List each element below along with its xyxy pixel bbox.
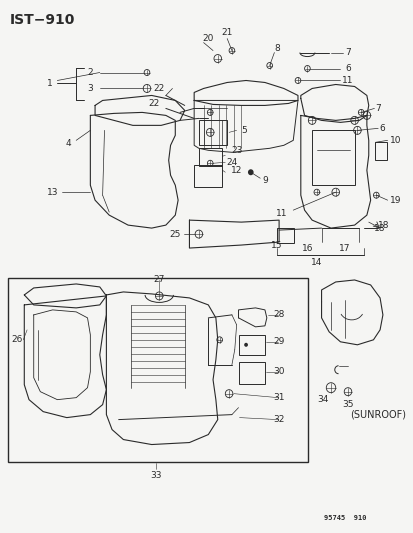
Bar xyxy=(375,142,386,160)
Bar xyxy=(238,362,264,384)
Text: 25: 25 xyxy=(169,230,180,239)
Circle shape xyxy=(244,343,247,347)
Text: IST−910: IST−910 xyxy=(10,13,75,27)
Text: 95745  910: 95745 910 xyxy=(323,515,366,521)
Text: 26: 26 xyxy=(11,335,22,344)
Text: 27: 27 xyxy=(153,276,164,285)
Text: 22: 22 xyxy=(147,99,159,108)
Text: 19: 19 xyxy=(389,196,400,205)
Text: 29: 29 xyxy=(273,337,284,346)
Bar xyxy=(238,335,264,355)
Text: 23: 23 xyxy=(230,146,242,155)
Bar xyxy=(198,148,222,166)
Text: 10: 10 xyxy=(389,136,400,145)
Text: 1: 1 xyxy=(47,79,52,88)
Text: 17: 17 xyxy=(339,244,350,253)
Text: 31: 31 xyxy=(273,393,284,402)
Text: 35: 35 xyxy=(342,400,353,409)
Text: 15: 15 xyxy=(270,240,281,249)
Text: 13: 13 xyxy=(47,188,58,197)
Text: 22: 22 xyxy=(153,84,164,93)
Text: 34: 34 xyxy=(317,395,328,404)
Text: 7: 7 xyxy=(375,104,380,113)
Text: 12: 12 xyxy=(230,166,242,175)
Bar xyxy=(194,165,222,187)
Text: 24: 24 xyxy=(226,158,237,167)
Text: 28: 28 xyxy=(273,310,284,319)
Text: 2: 2 xyxy=(87,68,93,77)
Text: 5: 5 xyxy=(241,126,247,135)
Text: 16: 16 xyxy=(301,244,312,253)
Text: 9: 9 xyxy=(261,176,267,185)
Bar xyxy=(311,131,354,185)
Text: 6: 6 xyxy=(378,124,384,133)
Text: 4: 4 xyxy=(66,139,71,148)
Text: 7: 7 xyxy=(344,48,350,57)
Bar xyxy=(277,228,294,243)
Text: 21: 21 xyxy=(221,28,233,37)
Bar xyxy=(198,120,227,146)
Text: 20: 20 xyxy=(202,34,214,43)
Text: 32: 32 xyxy=(273,415,284,424)
Text: (SUNROOF): (SUNROOF) xyxy=(349,410,405,419)
Text: 8: 8 xyxy=(274,44,280,53)
Text: 33: 33 xyxy=(150,471,162,480)
Text: 6: 6 xyxy=(344,64,350,73)
Bar xyxy=(8,278,308,463)
Circle shape xyxy=(247,169,253,175)
Text: 11: 11 xyxy=(342,76,353,85)
Text: 14: 14 xyxy=(311,257,322,266)
Text: 18: 18 xyxy=(377,221,389,230)
Text: 30: 30 xyxy=(273,367,284,376)
Text: 3: 3 xyxy=(87,84,93,93)
Text: 11: 11 xyxy=(275,208,287,217)
Text: 18: 18 xyxy=(373,224,385,232)
